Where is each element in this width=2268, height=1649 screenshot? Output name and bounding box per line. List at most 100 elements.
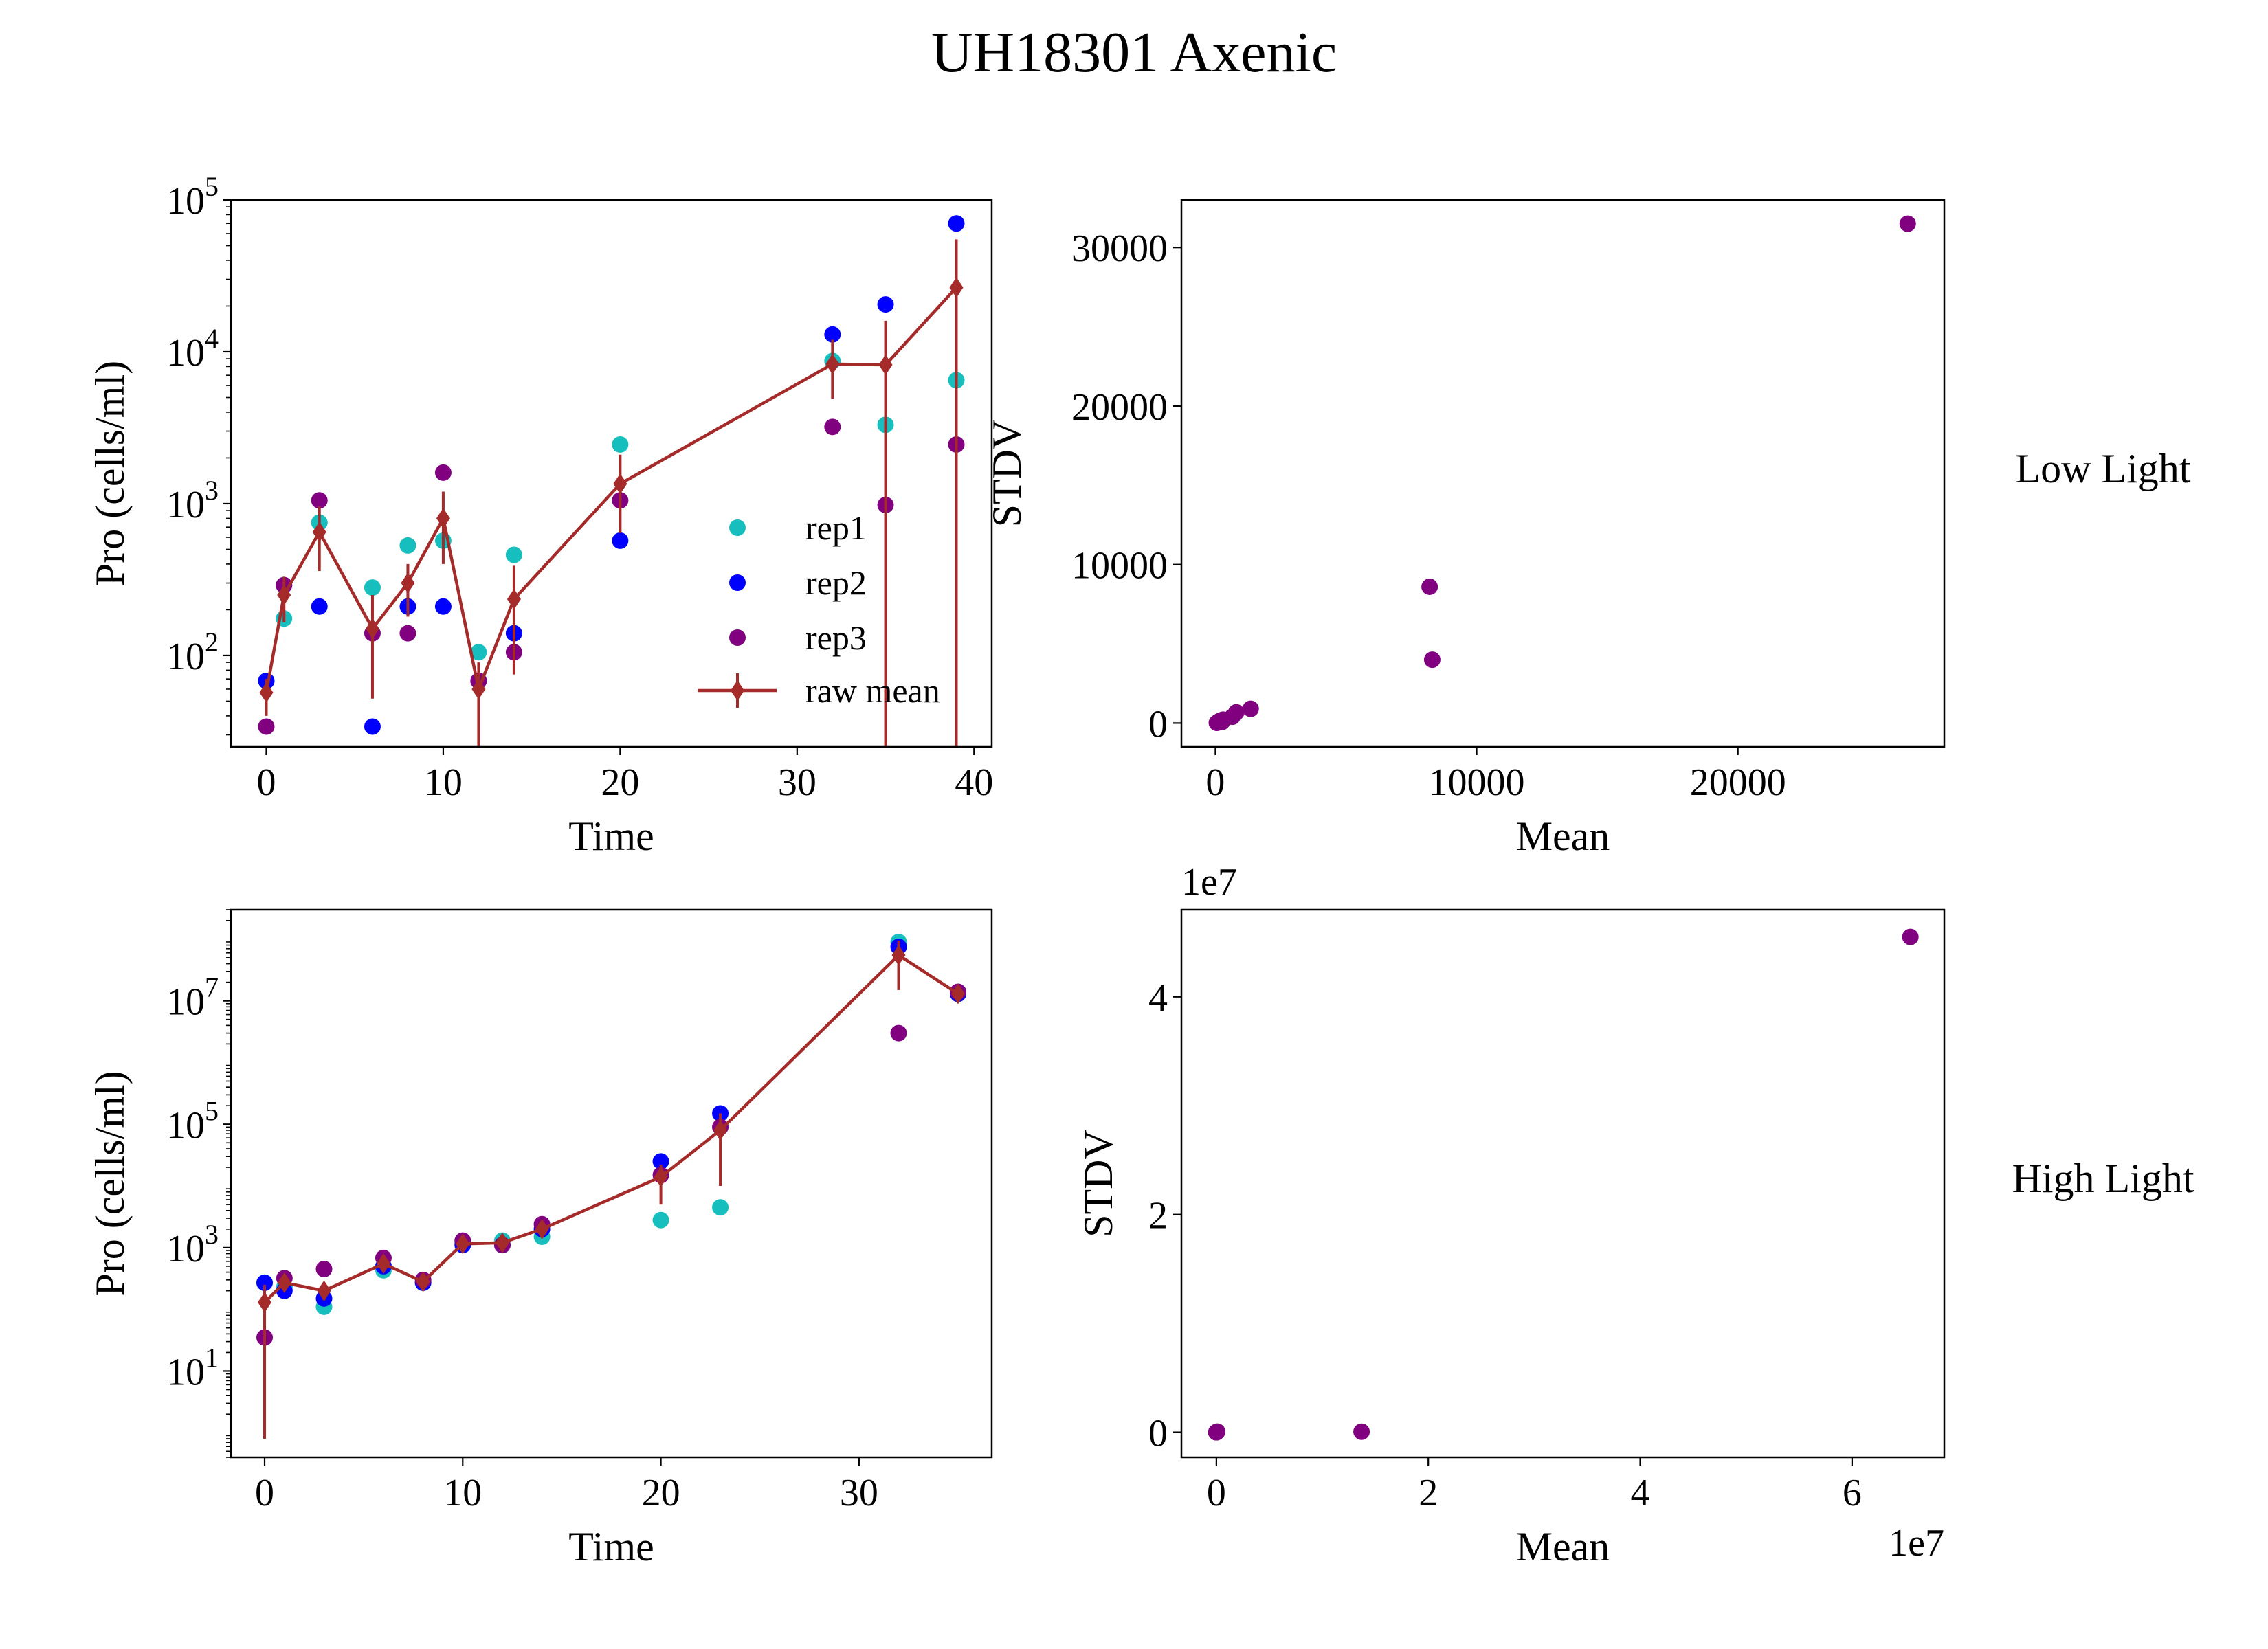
low_time-mean-marker [613,473,627,495]
low_meanstd-point [1213,712,1230,729]
low_meanstd-ytick-label: 20000 [1071,386,1168,429]
high_meanstd-xtick-label: 4 [1631,1472,1650,1514]
low_time-rep1-point [399,537,416,554]
high_time-xtick-label: 30 [840,1472,878,1514]
low_time-ytick-label: 105 [166,171,219,223]
low_time-legend-marker-rep1 [729,519,746,536]
high_time-rep2-point [256,1274,274,1291]
high_time-xlabel: Time [568,1524,654,1569]
low_time-rep1-point [505,546,522,563]
high_time-mean-marker [416,1271,430,1292]
high_meanstd-ytick-label: 4 [1148,977,1168,1020]
low_time-mean-marker [949,277,964,298]
high_time-ytick-label: 105 [166,1095,219,1147]
low_time-xtick-label: 0 [256,761,276,804]
low_meanstd-xtick-label: 10000 [1429,761,1525,804]
low_time-rep2-point [824,326,841,343]
row-label-low-light: Low Light [2016,446,2191,491]
high_time-mean-marker [495,1232,509,1253]
low_time-legend: rep1 rep2 rep3 raw mean [698,508,940,710]
low_meanstd-xtick-label: 0 [1205,761,1225,804]
low_meanstd-panel: 0 10000 20000 0 10000 20000 30000 Mean STDV [984,199,1946,859]
low_meanstd-xtick-label: 20000 [1690,761,1786,804]
high_time-mean-marker [277,1272,291,1293]
high_meanstd-point [1209,1423,1226,1440]
low_time-ytick-label: 102 [166,627,219,678]
low_time-rep2-point [311,598,328,615]
low_meanstd-ytick-label: 30000 [1071,227,1168,270]
low_time-rep2-point [948,215,965,232]
low_meanstd-ytick-label: 10000 [1071,545,1168,587]
high_meanstd-point [1902,928,1919,945]
low_time-ylabel: Pro (cells/ml) [87,361,133,586]
low_time-xtick-label: 40 [955,761,993,804]
high_meanstd-xtick-label: 0 [1207,1472,1226,1514]
low_time-axes-frame [230,199,993,748]
high_meanstd-ylabel: STDV [1076,1130,1121,1237]
low_time-rep2-point [612,532,629,549]
high_time-ytick-label: 103 [166,1219,219,1270]
low_time-mean-marker [259,682,274,703]
high_time-mean-marker [376,1253,390,1275]
high_meanstd-xlabel: Mean [1516,1524,1610,1569]
low_time-rep3-point [399,625,416,642]
low_time-xlabel: Time [568,814,654,859]
figure-title: UH18301 Axenic [931,21,1337,85]
high_meanstd-xtick-label: 6 [1843,1472,1862,1514]
low_time-xtick-label: 10 [424,761,463,804]
low_time-rep2-point [434,598,452,615]
low_meanstd-ylabel: STDV [984,420,1030,528]
low_time-mean-marker [471,678,486,699]
high_time-xtick-label: 0 [255,1472,274,1514]
low_time-mean-marker [312,521,326,543]
low_time-mean-marker [436,508,450,529]
high_time-panel: 0 10 20 30 101 103 105 107 Time Pro (cells/ml) [87,908,993,1569]
low_time-legend-label-mean: raw mean [805,671,940,710]
high_meanstd-point [1353,1423,1370,1440]
high_time-mean-marker [258,1292,272,1313]
low_time-mean-marker [277,585,291,606]
low_time-mean-marker [825,353,840,374]
low_time-mean-marker [401,572,415,594]
row-label-high-light: High Light [2012,1156,2194,1201]
high_time-mean-line [263,953,959,1304]
low_time-rep1-point [470,644,487,661]
high_meanstd-y-offset-label: 1e7 [1181,861,1237,904]
low_meanstd-xlabel: Mean [1516,814,1610,859]
low_time-legend-marker-rep2 [729,574,746,591]
low_time-plot-area [258,215,965,747]
low_time-mean-marker [365,618,379,640]
high_time-plot-area [256,933,966,1439]
high_meanstd-x-offset-label: 1e7 [1889,1522,1944,1564]
high_meanstd-xtick-label: 2 [1419,1472,1438,1514]
low_time-rep2-point [877,296,894,313]
high_time-ytick-label: 107 [166,972,219,1024]
high_meanstd-ytick-label: 2 [1148,1195,1168,1237]
low_time-rep2-point [364,718,381,735]
low_time-panel: 0 10 20 30 40 102 103 104 105 Time Pro (cells/ml) r… [87,171,993,859]
low_meanstd-point [1242,700,1259,717]
low_meanstd-point [1227,704,1245,721]
low_time-mean-marker [878,355,893,376]
low_meanstd-ytick-label: 0 [1148,703,1168,745]
high_time-rep3-point [315,1260,333,1277]
low_meanstd-axes-frame [1180,199,1946,748]
low_time-rep3-point [824,418,841,436]
low_time-rep1-point [364,579,381,596]
high_time-xtick-label: 20 [642,1472,680,1514]
low_meanstd-point [1899,215,1916,232]
low_time-rep3-point [311,492,328,509]
high_time-mean-marker [654,1166,668,1187]
low_time-legend-label-rep3: rep3 [805,618,867,657]
high_time-axes-frame [230,908,993,1459]
low_time-ytick-label: 103 [166,475,219,526]
high_time-rep3-point [890,1024,907,1042]
low_time-rep3-point [434,464,452,481]
low_time-mean-marker [507,588,521,609]
low_time-xtick-label: 20 [601,761,639,804]
high_time-mean-marker [950,983,965,1005]
low_time-rep1-point [612,436,629,453]
low_time-legend-label-rep2: rep2 [805,563,867,602]
high_time-rep2-point [652,1153,669,1170]
